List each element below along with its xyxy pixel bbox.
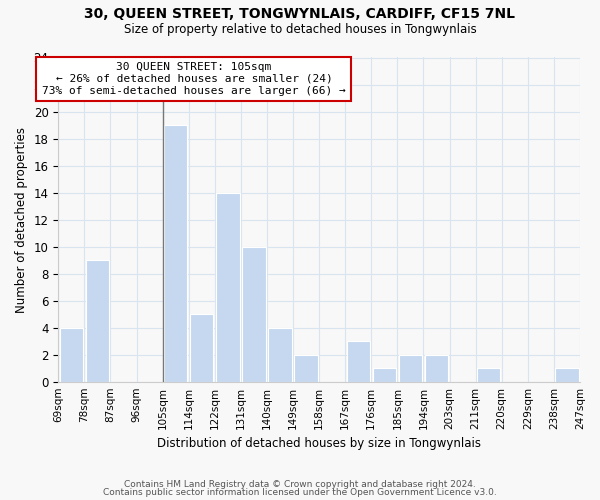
Bar — [268, 328, 292, 382]
Bar — [86, 260, 109, 382]
Bar — [477, 368, 500, 382]
Text: 30, QUEEN STREET, TONGWYNLAIS, CARDIFF, CF15 7NL: 30, QUEEN STREET, TONGWYNLAIS, CARDIFF, … — [85, 8, 515, 22]
Bar — [555, 368, 578, 382]
Bar — [59, 328, 83, 382]
Text: Contains HM Land Registry data © Crown copyright and database right 2024.: Contains HM Land Registry data © Crown c… — [124, 480, 476, 489]
Bar — [295, 354, 318, 382]
Bar — [399, 354, 422, 382]
Y-axis label: Number of detached properties: Number of detached properties — [15, 126, 28, 312]
Bar — [373, 368, 396, 382]
Text: 30 QUEEN STREET: 105sqm
← 26% of detached houses are smaller (24)
73% of semi-de: 30 QUEEN STREET: 105sqm ← 26% of detache… — [42, 62, 346, 96]
Bar — [242, 246, 266, 382]
Bar — [425, 354, 448, 382]
Text: Contains public sector information licensed under the Open Government Licence v3: Contains public sector information licen… — [103, 488, 497, 497]
Bar — [216, 192, 239, 382]
Bar — [347, 341, 370, 382]
Text: Size of property relative to detached houses in Tongwynlais: Size of property relative to detached ho… — [124, 22, 476, 36]
Bar — [164, 125, 187, 382]
Bar — [190, 314, 214, 382]
X-axis label: Distribution of detached houses by size in Tongwynlais: Distribution of detached houses by size … — [157, 437, 481, 450]
